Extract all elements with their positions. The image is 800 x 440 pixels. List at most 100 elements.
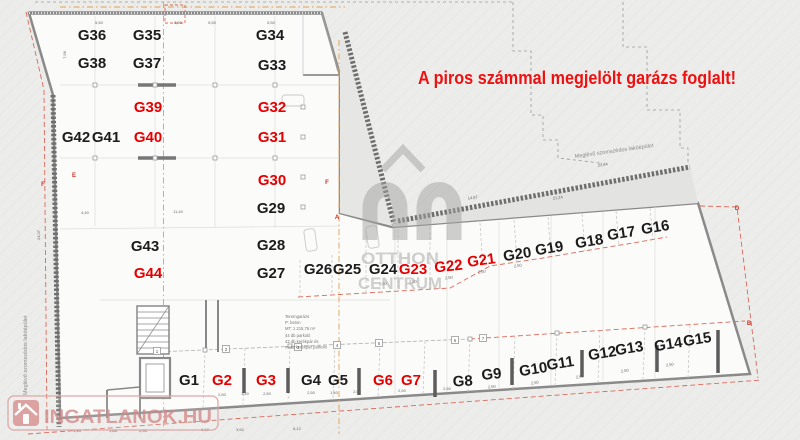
dimension-label: 2,50 bbox=[488, 384, 497, 390]
garage-label-g29: G29 bbox=[257, 200, 285, 217]
neighbor-strip bbox=[392, 167, 698, 227]
garage-label-g9: G9 bbox=[481, 365, 503, 384]
grid-marker-number: 4 bbox=[336, 343, 339, 348]
grid-marker-number: 7 bbox=[482, 336, 485, 341]
grid-marker-box bbox=[451, 336, 459, 344]
dimension-label: 2,50 bbox=[478, 268, 487, 274]
garage-label-g21: G21 bbox=[466, 250, 496, 271]
garage-label-g40: G40 bbox=[134, 129, 162, 146]
dimension-label: 2,50 bbox=[445, 275, 454, 281]
garage-label-g2: G2 bbox=[212, 372, 232, 389]
garage-label-g20: G20 bbox=[502, 244, 533, 265]
dimension-label: 6,12 bbox=[293, 426, 302, 431]
garage-label-g42: G42 bbox=[62, 129, 90, 146]
garage-label-g43: G43 bbox=[131, 238, 159, 255]
garage-label-g28: G28 bbox=[257, 237, 285, 254]
garage-label-g24: G24 bbox=[369, 261, 398, 278]
grid-marker-box bbox=[153, 347, 161, 355]
garage-label-g36: G36 bbox=[78, 27, 106, 44]
dimension-label: 2,50 bbox=[666, 361, 675, 367]
grid-markers: 1 2 3 4 5 6 7 bbox=[153, 334, 487, 355]
dimension-label: 3,52 bbox=[236, 427, 245, 432]
garage-label-g19: G19 bbox=[534, 238, 565, 259]
garage-label-g3: G3 bbox=[256, 372, 276, 389]
dimension-label: 2,50 bbox=[409, 279, 418, 285]
dimension-label: 2,50 bbox=[218, 392, 227, 397]
oc-line1: OTTHON bbox=[361, 249, 439, 268]
svg-text:44 db parkoló: 44 db parkoló bbox=[285, 333, 311, 338]
svg-text:42 db kerékpár és: 42 db kerékpár és bbox=[285, 339, 319, 344]
garage-label-g4: G4 bbox=[301, 372, 322, 389]
svg-text:Teremgarázs: Teremgarázs bbox=[285, 314, 309, 319]
garage-label-g25: G25 bbox=[333, 261, 361, 278]
section-marker-d: D bbox=[735, 206, 740, 212]
garage-label-g44: G44 bbox=[134, 265, 163, 282]
dimension-label: 2,50 bbox=[514, 262, 523, 268]
neighbor-label-left: Meglévő szomszédos lakóépület bbox=[23, 315, 29, 395]
dimension-label: 5,50 bbox=[95, 20, 104, 25]
grid-marker-number: 2 bbox=[225, 347, 228, 352]
grid-marker-box bbox=[222, 345, 230, 353]
dimension-label: 2,50 bbox=[307, 390, 316, 395]
garage-label-g12: G12 bbox=[587, 343, 618, 364]
svg-text:MT: 1 215,76 m²: MT: 1 215,76 m² bbox=[285, 326, 316, 331]
dimension-label: 5,50 bbox=[174, 20, 183, 25]
section-marker-f: F bbox=[41, 182, 45, 188]
dimension-label: 24,07 bbox=[36, 229, 41, 240]
garage-label-g26: G26 bbox=[304, 261, 332, 278]
garage-label-g11: G11 bbox=[545, 353, 575, 374]
garage-label-g10: G10 bbox=[518, 359, 549, 380]
dimension-label: 5,50 bbox=[267, 20, 276, 25]
parcel-boundaries bbox=[35, 1, 689, 164]
garage-label-g13: G13 bbox=[614, 338, 645, 359]
grid-marker-number: 5 bbox=[378, 341, 381, 346]
dimension-label: 2,50 bbox=[576, 373, 585, 379]
dimension-label: 21,24 bbox=[552, 194, 563, 201]
ingatlanok-house-icon bbox=[13, 400, 39, 426]
section-marker-f: F bbox=[325, 180, 329, 186]
garage-label-g31: G31 bbox=[258, 129, 286, 146]
dimension-label: 1,40 bbox=[241, 391, 250, 396]
garage-label-g6: G6 bbox=[373, 372, 393, 389]
wall-stubs bbox=[242, 330, 720, 397]
info-block: Teremgarázs P: beton MT: 1 215,76 m² 44 … bbox=[285, 314, 328, 350]
dimension-label: 11,40 bbox=[173, 209, 183, 214]
garage-label-g39: G39 bbox=[134, 99, 162, 116]
garage-label-g41: G41 bbox=[92, 129, 120, 146]
grid-marker-box bbox=[375, 339, 383, 347]
dimension-label: 2,50 bbox=[621, 367, 630, 373]
ramp-strip bbox=[340, 36, 392, 226]
garage-label-g27: G27 bbox=[257, 265, 285, 282]
garage-label-g8: G8 bbox=[452, 372, 473, 390]
bay-lines bbox=[154, 236, 746, 353]
garage-label-g32: G32 bbox=[258, 99, 286, 116]
dimension-label: 1,40 bbox=[330, 390, 339, 395]
ingatlanok-watermark: INGATLANOK.HU bbox=[7, 395, 219, 431]
dimension-label: 23,84 bbox=[597, 161, 608, 168]
garage-label-g5: G5 bbox=[328, 372, 348, 389]
garage-label-g23: G23 bbox=[399, 261, 427, 278]
garage-label-g37: G37 bbox=[133, 55, 161, 72]
axis-dashed-lines bbox=[60, 2, 345, 434]
dimension-label: 2,50 bbox=[263, 391, 272, 396]
section-marker-a: A bbox=[335, 215, 340, 221]
garage-label-g18: G18 bbox=[574, 231, 605, 252]
garage-label-g15: G15 bbox=[682, 329, 713, 350]
svg-text:motorkerékpár parkoló: motorkerékpár parkoló bbox=[285, 345, 328, 350]
section-markers: F E F A D B bbox=[41, 173, 752, 327]
grid-marker-number: 6 bbox=[454, 338, 457, 343]
garage-label-g35: G35 bbox=[133, 27, 161, 44]
garage-label-g33: G33 bbox=[258, 57, 286, 74]
garage-label-g7: G7 bbox=[401, 372, 421, 389]
dimension-label: 2,50 bbox=[531, 379, 540, 385]
grid-marker-box bbox=[479, 334, 487, 342]
oc-letter-c bbox=[416, 182, 462, 240]
garage-label-g17: G17 bbox=[606, 223, 637, 244]
dimension-label: 14,87 bbox=[467, 194, 478, 201]
garage-label-g14: G14 bbox=[653, 334, 684, 355]
dimension-label: 2,50 bbox=[379, 281, 388, 287]
